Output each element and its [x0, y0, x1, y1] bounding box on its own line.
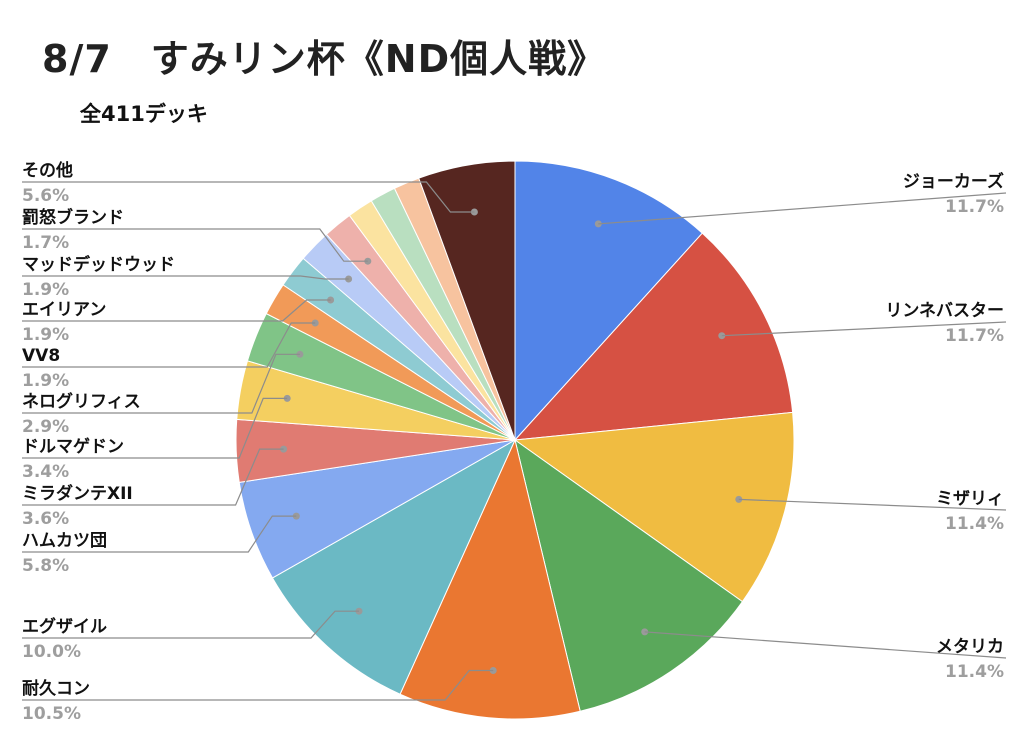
slice-percent-label: 1.7%: [22, 233, 69, 253]
slice-label: エグザイル: [22, 616, 107, 637]
slice-label: ミラダンテXII: [22, 483, 133, 504]
slice-label: VV8: [22, 346, 60, 366]
leader-line: [22, 181, 475, 213]
slice-percent-label: 1.9%: [22, 325, 69, 345]
leader-line: [22, 322, 316, 368]
slice-label: エイリアン: [22, 300, 106, 320]
slice-percent-label: 10.5%: [22, 704, 81, 724]
pie-slice: [514, 160, 703, 442]
pie-slices: [235, 160, 795, 720]
chart-title: 8/7 すみリン杯《ND個人戦》: [42, 37, 607, 81]
slice-label: ネログリフィス: [22, 391, 141, 412]
pie-slice: [271, 438, 517, 695]
leader-line: [22, 610, 359, 639]
leader-line: [22, 669, 494, 701]
slice-percent-label: 1.9%: [22, 280, 69, 300]
slice-label: マッドデッドウッド: [22, 254, 175, 275]
slice-label: ジョーカーズ: [903, 171, 1004, 192]
slice-percent-label: 1.9%: [22, 371, 69, 391]
slice-percent-label: 11.4%: [945, 662, 1004, 682]
leader-line: [598, 192, 1007, 225]
slice-label: 耐久コン: [22, 678, 90, 699]
leader-line: [738, 498, 1007, 511]
slice-label: メタリカ: [936, 637, 1004, 657]
leader-line: [22, 515, 297, 553]
slice-percent-label: 5.8%: [22, 556, 69, 576]
pie-slice: [418, 160, 516, 441]
slice-percent-label: 11.7%: [945, 197, 1004, 217]
slice-label: 罰怒ブランド: [22, 207, 124, 228]
slice-percent-label: 11.7%: [945, 326, 1004, 346]
pie-slice: [513, 232, 794, 441]
leader-line: [721, 321, 1007, 337]
leader-line: [22, 275, 349, 280]
leader-line: [22, 353, 300, 414]
slice-label: ドルマゲドン: [22, 436, 124, 457]
slice-percent-label: 10.0%: [22, 642, 81, 662]
slice-percent-label: 3.4%: [22, 462, 69, 482]
pie-slice: [514, 438, 744, 712]
leader-lines: [22, 181, 1007, 701]
pie-slice: [399, 438, 581, 720]
slice-label: ミザリィ: [936, 489, 1004, 509]
slice-label: ハムカツ団: [22, 531, 107, 551]
leader-line: [22, 299, 331, 322]
chart-subtitle: 全411デッキ: [80, 102, 208, 126]
leader-line: [22, 448, 284, 506]
slice-label: その他: [22, 160, 73, 181]
leader-line: [22, 397, 288, 459]
slice-percent-label: 5.6%: [22, 186, 69, 206]
slice-label: リンネバスター: [885, 301, 1004, 321]
pie-slice: [513, 411, 795, 603]
slice-percent-label: 3.6%: [22, 509, 69, 529]
slice-labels: ジョーカーズ 11.7% リンネバスター 11.7% ミザリィ 11.4% メタリカ 11.4…: [22, 160, 1004, 724]
leader-line: [644, 631, 1007, 659]
leader-line: [22, 228, 368, 262]
slice-percent-label: 11.4%: [945, 514, 1004, 534]
slice-percent-label: 2.9%: [22, 417, 69, 437]
